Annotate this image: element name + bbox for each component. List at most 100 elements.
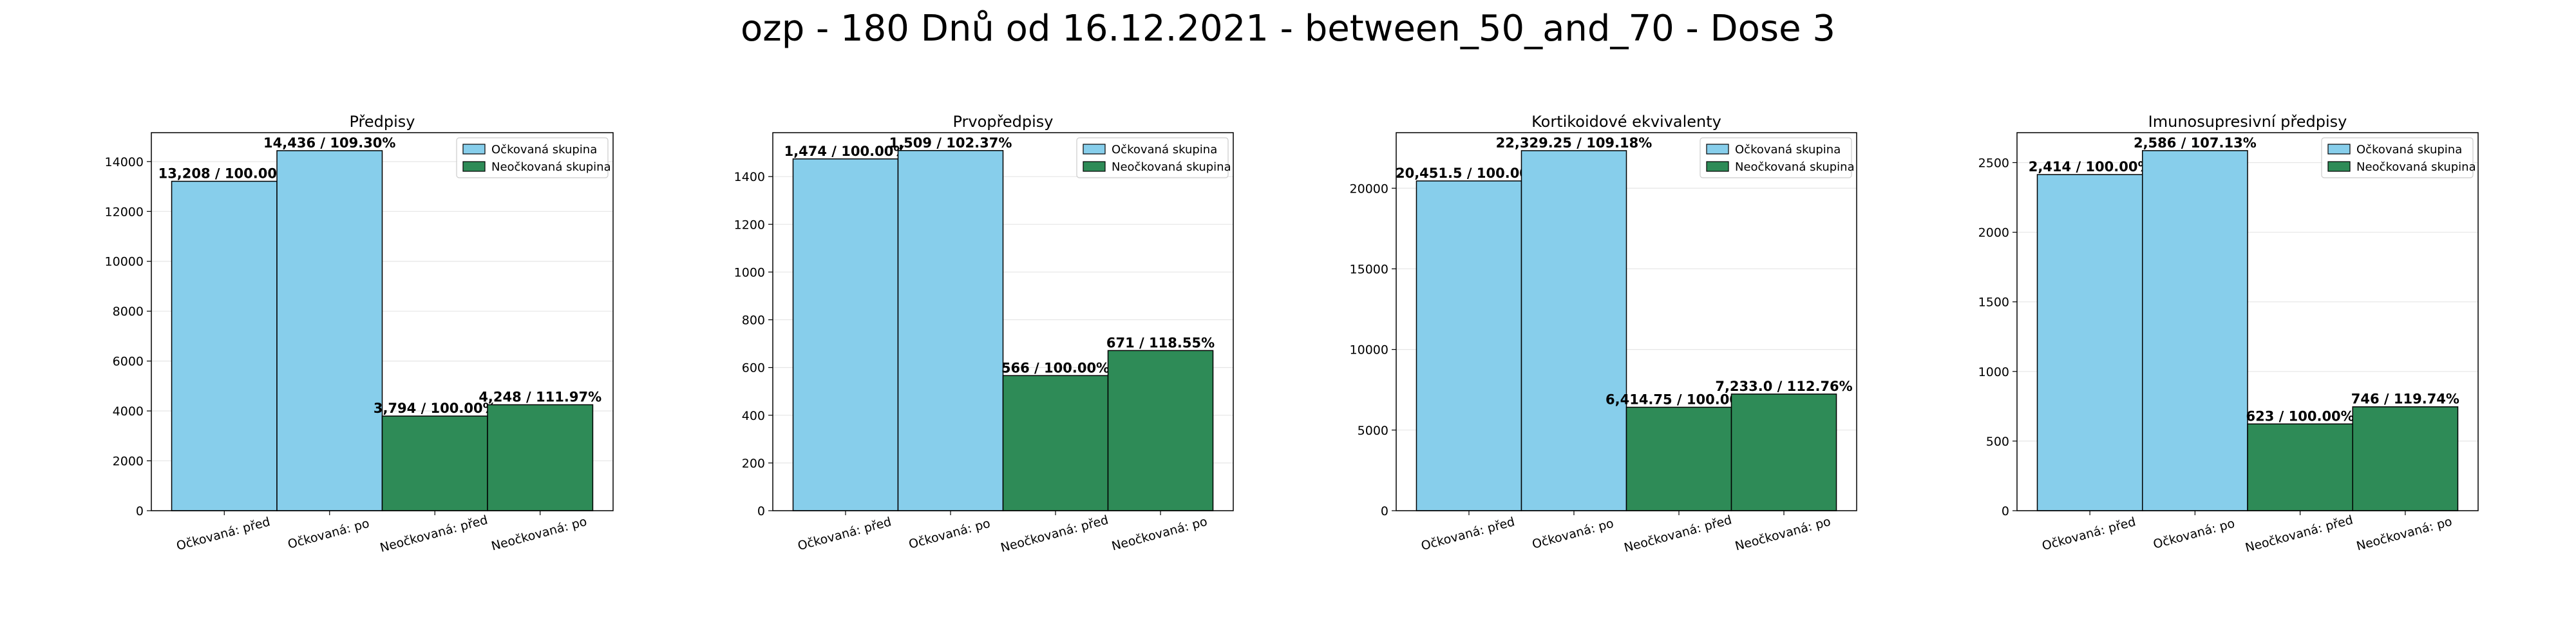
data-label: 746 / 119.74% — [2351, 392, 2459, 407]
legend-box — [2321, 137, 2474, 178]
legend-label: Neočkovaná skupina — [1112, 160, 1231, 174]
y-tick-label: 6000 — [113, 355, 144, 369]
chart-title: Prvopředpisy — [953, 113, 1054, 131]
y-tick-label: 2000 — [113, 455, 144, 469]
x-tick-label: Neočkovaná: po — [1734, 515, 1832, 554]
y-tick-label: 0 — [757, 504, 765, 518]
legend: Očkovaná skupina Neočkovaná skupina — [2321, 137, 2476, 178]
x-tick-label: Neočkovaná: po — [490, 515, 589, 554]
x-tick-label: Očkovaná: po — [2152, 516, 2236, 552]
y-tick-label: 10000 — [1350, 343, 1388, 357]
bar-3 — [381, 415, 488, 511]
bar-3 — [1002, 375, 1109, 511]
axes-frame — [2016, 132, 2479, 511]
data-label: 22,329.25 / 109.18% — [1496, 135, 1653, 151]
legend-box — [1076, 137, 1229, 178]
y-tick-label: 5000 — [1358, 424, 1388, 438]
legend-swatch — [462, 144, 486, 155]
y-tick-label: 1000 — [734, 265, 765, 279]
legend: Očkovaná skupina Neočkovaná skupina — [1076, 137, 1231, 178]
data-label: 1,509 / 102.37% — [889, 135, 1012, 151]
y-tick-label: 10000 — [105, 255, 144, 269]
x-tick-label: Očkovaná: před — [2040, 515, 2137, 553]
legend: Očkovaná skupina Neočkovaná skupina — [1700, 137, 1855, 178]
data-label: 6,414.75 / 100.00% — [1605, 392, 1752, 407]
chart-panel-3: 0 5000 10000 15000 20000 20,451.5 / 100.00% Oč… — [1350, 113, 1857, 555]
legend-label: Neočkovaná skupina — [1735, 160, 1855, 174]
y-tick-label: 1500 — [1978, 296, 2009, 310]
chart-panel-2: 0 200 400 600 800 1000 1200 1400 1,474 / 100.00%… — [734, 113, 1234, 555]
bar-4 — [1107, 350, 1214, 511]
legend-label: Očkovaná skupina — [1735, 143, 1841, 156]
bar-3 — [2247, 423, 2353, 511]
y-tick-label: 200 — [742, 457, 765, 471]
bar-2 — [1520, 150, 1627, 511]
data-label: 566 / 100.00% — [1001, 360, 1110, 375]
bar-4 — [2352, 406, 2459, 511]
y-tick-label: 0 — [136, 504, 144, 518]
legend-swatch — [1083, 161, 1106, 172]
y-tick-label: 0 — [2002, 504, 2009, 518]
bar-4 — [1730, 393, 1837, 511]
bar-1 — [2036, 174, 2143, 511]
bar-1 — [171, 180, 278, 511]
legend-swatch — [1083, 144, 1106, 155]
data-label: 671 / 118.55% — [1106, 335, 1215, 350]
data-label: 1,474 / 100.00% — [784, 144, 907, 159]
legend-swatch — [462, 161, 486, 172]
legend-label: Očkovaná skupina — [1112, 143, 1217, 156]
axes-frame — [151, 132, 614, 511]
x-tick-label: Neočkovaná: po — [1110, 515, 1209, 554]
legend-swatch — [2327, 161, 2351, 172]
y-tick-label: 2500 — [1978, 156, 2009, 170]
y-tick-label: 8000 — [113, 305, 144, 319]
y-tick-label: 4000 — [113, 404, 144, 419]
y-tick-label: 12000 — [105, 205, 144, 219]
figure-title: ozp - 180 Dnů od 16.12.2021 - between_50… — [741, 8, 1835, 50]
bar-2 — [897, 150, 1004, 511]
bar-1 — [792, 158, 899, 511]
bar-1 — [1416, 180, 1522, 511]
data-label: 13,208 / 100.00% — [158, 166, 290, 182]
bar-2 — [276, 150, 383, 511]
chart-panel-4: 0 500 1000 1500 2000 2500 2,414 / 100.00% Očkov… — [1978, 113, 2479, 555]
x-tick-label: Očkovaná: po — [287, 516, 371, 552]
y-tick-label: 1000 — [1978, 365, 2009, 379]
legend-label: Očkovaná skupina — [491, 143, 597, 156]
x-tick-label: Očkovaná: před — [1419, 515, 1516, 553]
bar-2 — [2142, 150, 2248, 511]
axes-frame — [772, 132, 1234, 511]
data-label: 4,248 / 111.97% — [478, 389, 601, 404]
data-label: 3,794 / 100.00% — [374, 401, 497, 416]
legend-box — [456, 137, 609, 178]
legend-swatch — [1706, 144, 1729, 155]
data-label: 7,233.0 / 112.76% — [1715, 379, 1852, 394]
x-tick-label: Očkovaná: po — [907, 516, 992, 552]
y-tick-label: 20000 — [1350, 182, 1388, 196]
legend-box — [1700, 137, 1852, 178]
y-tick-label: 15000 — [1350, 262, 1388, 276]
y-tick-label: 600 — [742, 361, 765, 375]
x-tick-label: Neočkovaná: po — [2355, 515, 2454, 554]
x-tick-label: Neočkovaná: před — [1622, 513, 1733, 555]
legend-label: Očkovaná skupina — [2356, 143, 2462, 156]
chart-title: Imunosupresivní předpisy — [2148, 113, 2347, 131]
y-tick-label: 0 — [1381, 504, 1388, 518]
x-tick-label: Očkovaná: po — [1531, 516, 1615, 552]
legend-label: Neočkovaná skupina — [2356, 160, 2476, 174]
y-tick-label: 500 — [1986, 435, 2009, 449]
data-label: 20,451.5 / 100.00% — [1396, 166, 1542, 181]
y-tick-label: 800 — [742, 314, 765, 328]
legend-swatch — [1706, 161, 1729, 172]
bar-3 — [1625, 406, 1732, 511]
legend-label: Neočkovaná skupina — [491, 160, 611, 174]
y-tick-label: 1200 — [734, 218, 765, 232]
bar-4 — [487, 404, 594, 511]
axes-frame — [1396, 132, 1857, 511]
x-tick-label: Očkovaná: před — [796, 515, 893, 553]
data-label: 623 / 100.00% — [2246, 408, 2354, 424]
chart-title: Předpisy — [350, 113, 415, 131]
chart-title: Kortikoidové ekvivalenty — [1531, 113, 1721, 131]
chart-panel-1: 0 2000 4000 6000 8000 10000 12000 14000 13,208 /… — [105, 113, 614, 555]
